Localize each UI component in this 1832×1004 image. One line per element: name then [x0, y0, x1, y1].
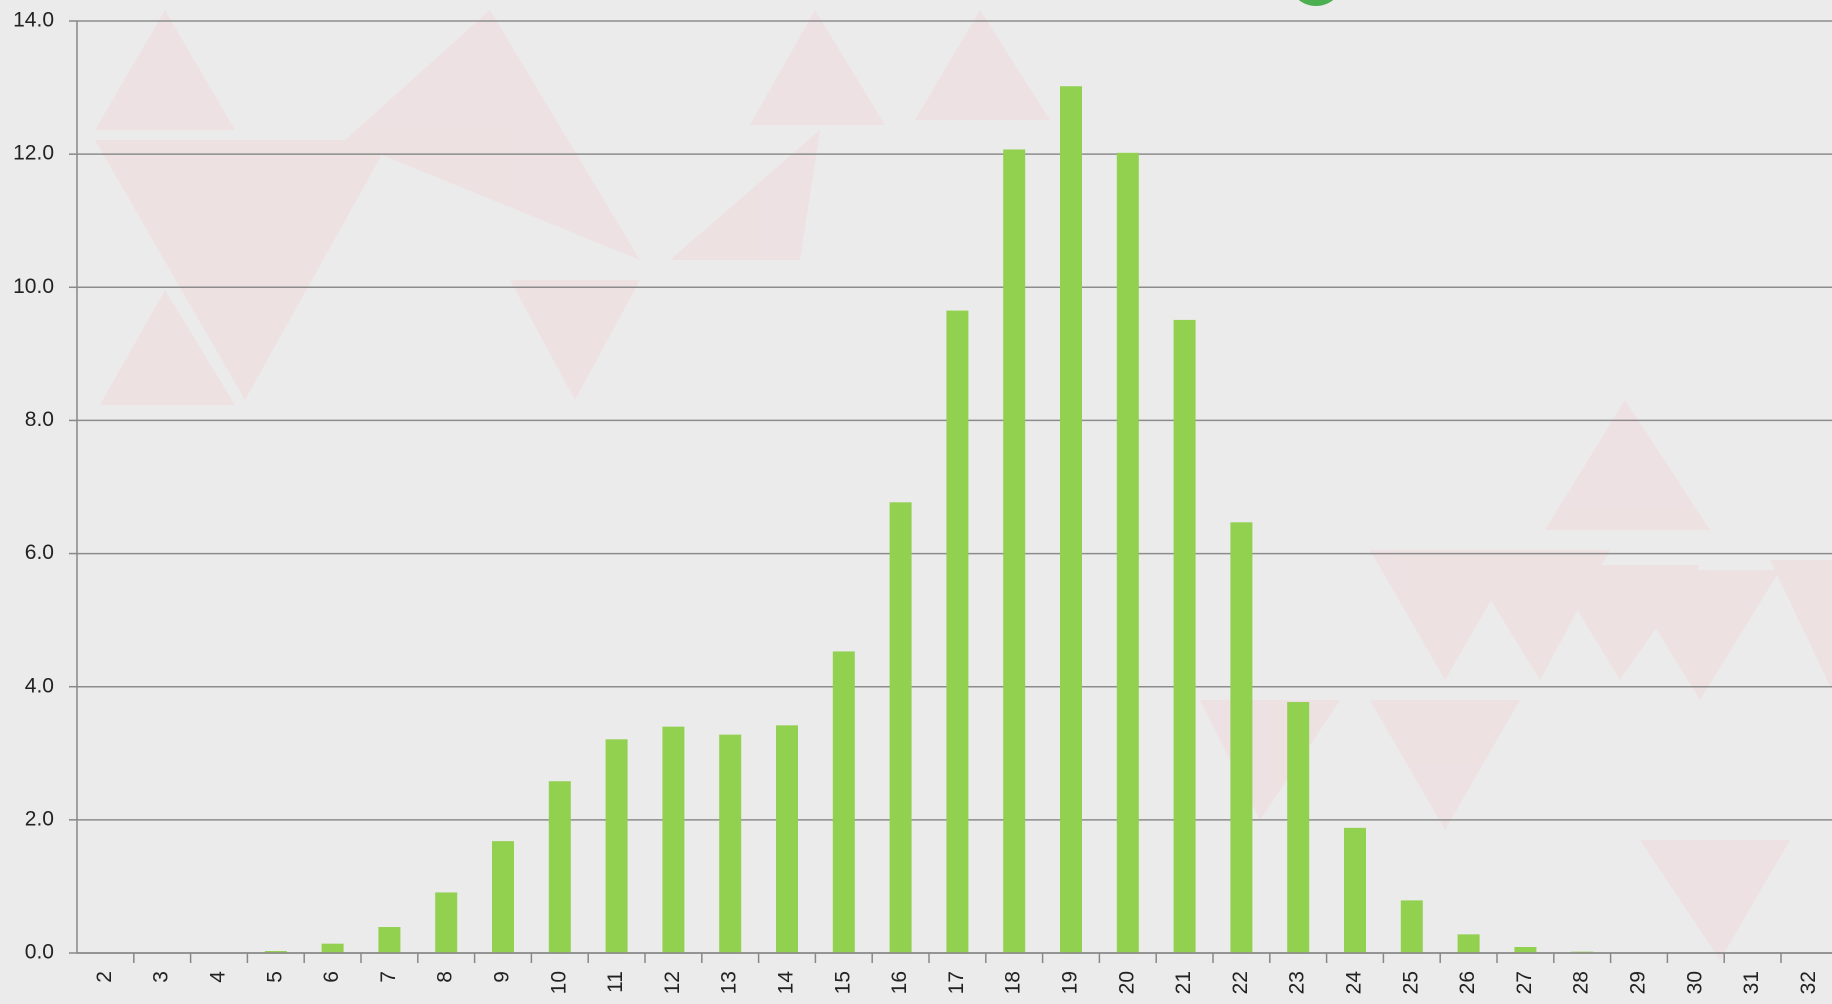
bar: [1060, 86, 1082, 954]
y-tick-label: 8.0: [25, 408, 54, 431]
x-tick-label: 31: [1740, 971, 1763, 994]
bar: [321, 943, 344, 953]
x-tick-label: 18: [1002, 971, 1025, 994]
bar: [1514, 947, 1537, 953]
bar: [832, 651, 855, 953]
x-tick-label: 30: [1683, 971, 1706, 994]
x-tick-label: 32: [1797, 971, 1820, 994]
y-tick-label: 4.0: [25, 674, 54, 697]
bar: [492, 841, 514, 953]
bar: [1230, 522, 1253, 953]
x-tick-label: 16: [888, 971, 911, 994]
bar: [1173, 319, 1196, 953]
x-tick-label: 12: [661, 971, 684, 994]
bar: [1400, 900, 1423, 953]
x-tick-label: 2: [93, 971, 116, 983]
x-tick-label: 15: [831, 971, 854, 994]
y-tick-label: 14.0: [13, 9, 54, 32]
x-tick-label: 10: [547, 971, 570, 994]
x-tick-label: 20: [1115, 971, 1138, 994]
x-tick-label: 24: [1343, 971, 1366, 995]
bar: [264, 951, 287, 953]
x-tick-label: 29: [1627, 971, 1650, 994]
y-tick-label: 12.0: [13, 142, 54, 165]
x-tick-label: 7: [377, 971, 400, 983]
y-tick-label: 10.0: [13, 275, 54, 298]
bar: [889, 502, 912, 953]
bar: [435, 892, 458, 953]
bar: [1116, 152, 1139, 954]
bar: [776, 725, 798, 953]
decor-circle: [1298, 0, 1334, 6]
x-tick-label: 9: [491, 971, 514, 983]
x-tick-label: 17: [945, 971, 968, 994]
bar: [1344, 827, 1366, 953]
bar: [946, 310, 969, 954]
bar: [1287, 702, 1310, 953]
bar: [548, 781, 571, 953]
bar: [605, 739, 628, 953]
x-tick-label: 23: [1286, 971, 1309, 994]
x-tick-label: 14: [775, 971, 798, 995]
x-tick-label: 4: [207, 971, 230, 983]
x-tick-label: 13: [718, 971, 741, 994]
background-pattern: [95, 10, 1832, 960]
bar: [1003, 149, 1026, 954]
x-tick-label: 28: [1570, 971, 1593, 994]
x-tick-label: 26: [1456, 971, 1479, 994]
x-tick-label: 11: [604, 971, 627, 993]
y-tick-label: 2.0: [25, 807, 54, 830]
x-tick-label: 21: [1172, 971, 1195, 994]
x-tick-label: 27: [1513, 971, 1536, 994]
y-tick-label: 0.0: [25, 941, 54, 964]
y-tick-label: 6.0: [25, 541, 54, 564]
x-tick-label: 3: [150, 971, 173, 983]
x-tick-label: 19: [1059, 971, 1082, 994]
bar: [719, 734, 742, 953]
bar: [1457, 934, 1480, 953]
bar: [662, 726, 685, 953]
x-tick-label: 5: [263, 971, 286, 983]
bar: [378, 927, 401, 953]
x-tick-label: 22: [1229, 971, 1252, 994]
x-tick-label: 6: [320, 971, 343, 983]
x-tick-label: 25: [1399, 971, 1422, 994]
x-tick-label: 8: [434, 971, 457, 983]
